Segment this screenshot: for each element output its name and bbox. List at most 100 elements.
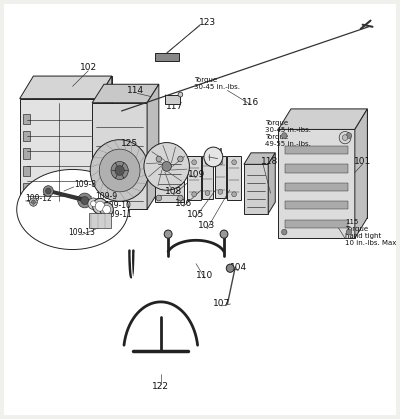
Polygon shape	[20, 183, 112, 205]
Bar	[286, 146, 348, 154]
Circle shape	[91, 201, 96, 207]
Text: 110: 110	[196, 271, 213, 280]
Bar	[23, 183, 30, 193]
Circle shape	[339, 132, 351, 144]
Polygon shape	[20, 76, 112, 98]
Text: 115
Torque
hand tight
10 in.-lbs. Max: 115 Torque hand tight 10 in.-lbs. Max	[345, 219, 396, 246]
Circle shape	[156, 156, 162, 162]
Bar	[23, 114, 30, 124]
Text: Torque
30-45 in.-lbs.: Torque 30-45 in.-lbs.	[194, 77, 240, 90]
Text: 123: 123	[199, 18, 216, 27]
Text: 103: 103	[198, 221, 216, 230]
Circle shape	[78, 193, 92, 208]
Bar	[228, 156, 241, 200]
Text: 108: 108	[165, 187, 182, 197]
Circle shape	[342, 135, 348, 140]
Bar	[92, 103, 147, 210]
Bar	[34, 76, 112, 183]
Text: 125: 125	[121, 139, 138, 148]
Polygon shape	[92, 84, 159, 103]
Circle shape	[162, 161, 171, 171]
Text: 114: 114	[127, 86, 144, 95]
Circle shape	[90, 140, 149, 201]
Circle shape	[88, 198, 99, 210]
Text: 109-9: 109-9	[95, 192, 117, 201]
Circle shape	[218, 189, 223, 194]
Circle shape	[144, 142, 190, 190]
Circle shape	[46, 188, 51, 194]
Text: 107: 107	[213, 299, 230, 308]
Text: 106: 106	[175, 199, 192, 208]
Bar	[244, 164, 268, 214]
Text: 117: 117	[166, 102, 183, 111]
Circle shape	[92, 199, 108, 214]
Circle shape	[95, 201, 105, 211]
Circle shape	[32, 200, 35, 204]
Bar	[155, 155, 184, 202]
Circle shape	[178, 195, 183, 201]
Text: 116: 116	[242, 98, 260, 107]
Polygon shape	[278, 109, 367, 129]
Bar	[278, 129, 355, 238]
Circle shape	[30, 198, 37, 206]
Circle shape	[43, 186, 53, 197]
Bar	[286, 220, 348, 228]
Circle shape	[81, 197, 89, 204]
Circle shape	[164, 230, 172, 238]
Bar	[90, 213, 111, 228]
Polygon shape	[268, 153, 275, 214]
Text: 104: 104	[230, 263, 247, 272]
Circle shape	[232, 160, 236, 165]
Text: 109-13: 109-13	[68, 228, 95, 237]
Text: 118: 118	[261, 157, 278, 166]
Bar	[202, 156, 213, 199]
Circle shape	[204, 147, 223, 167]
Bar	[188, 156, 201, 200]
Bar	[23, 166, 30, 176]
Circle shape	[346, 133, 352, 138]
Circle shape	[192, 192, 196, 197]
Circle shape	[99, 149, 140, 192]
Circle shape	[346, 229, 352, 235]
Text: 109-12: 109-12	[26, 194, 52, 202]
Circle shape	[205, 160, 210, 165]
Circle shape	[220, 230, 228, 238]
Text: 109-10: 109-10	[104, 201, 131, 210]
Text: 101: 101	[354, 157, 371, 166]
Bar	[214, 156, 226, 198]
Circle shape	[111, 161, 128, 179]
Circle shape	[178, 156, 183, 162]
Text: 109: 109	[188, 170, 205, 179]
Circle shape	[205, 191, 210, 196]
Text: 105: 105	[187, 210, 204, 219]
Circle shape	[156, 195, 162, 201]
Text: 109-11: 109-11	[105, 210, 132, 219]
Circle shape	[282, 229, 287, 235]
Circle shape	[178, 92, 183, 97]
Text: 102: 102	[80, 63, 97, 72]
Bar	[23, 148, 30, 158]
Bar	[286, 164, 348, 173]
Circle shape	[218, 160, 223, 165]
Circle shape	[103, 205, 111, 214]
Circle shape	[282, 133, 287, 138]
Text: 124: 124	[207, 148, 224, 157]
Bar	[286, 201, 348, 210]
Text: Torque
30-45 in.-lbs.
Torque
49-55 in.-lbs.: Torque 30-45 in.-lbs. Torque 49-55 in.-l…	[265, 120, 311, 147]
Text: 109-8: 109-8	[74, 180, 96, 189]
Circle shape	[192, 160, 196, 165]
Ellipse shape	[17, 169, 128, 250]
Polygon shape	[147, 84, 159, 210]
Bar	[23, 131, 30, 141]
Circle shape	[115, 166, 124, 176]
Polygon shape	[355, 109, 367, 238]
Circle shape	[226, 264, 234, 272]
Bar	[291, 109, 367, 218]
Bar	[20, 98, 98, 205]
Polygon shape	[47, 189, 88, 202]
Circle shape	[100, 202, 113, 217]
Circle shape	[232, 192, 236, 197]
Polygon shape	[244, 153, 275, 164]
Bar	[155, 54, 179, 61]
Text: 122: 122	[152, 383, 169, 391]
